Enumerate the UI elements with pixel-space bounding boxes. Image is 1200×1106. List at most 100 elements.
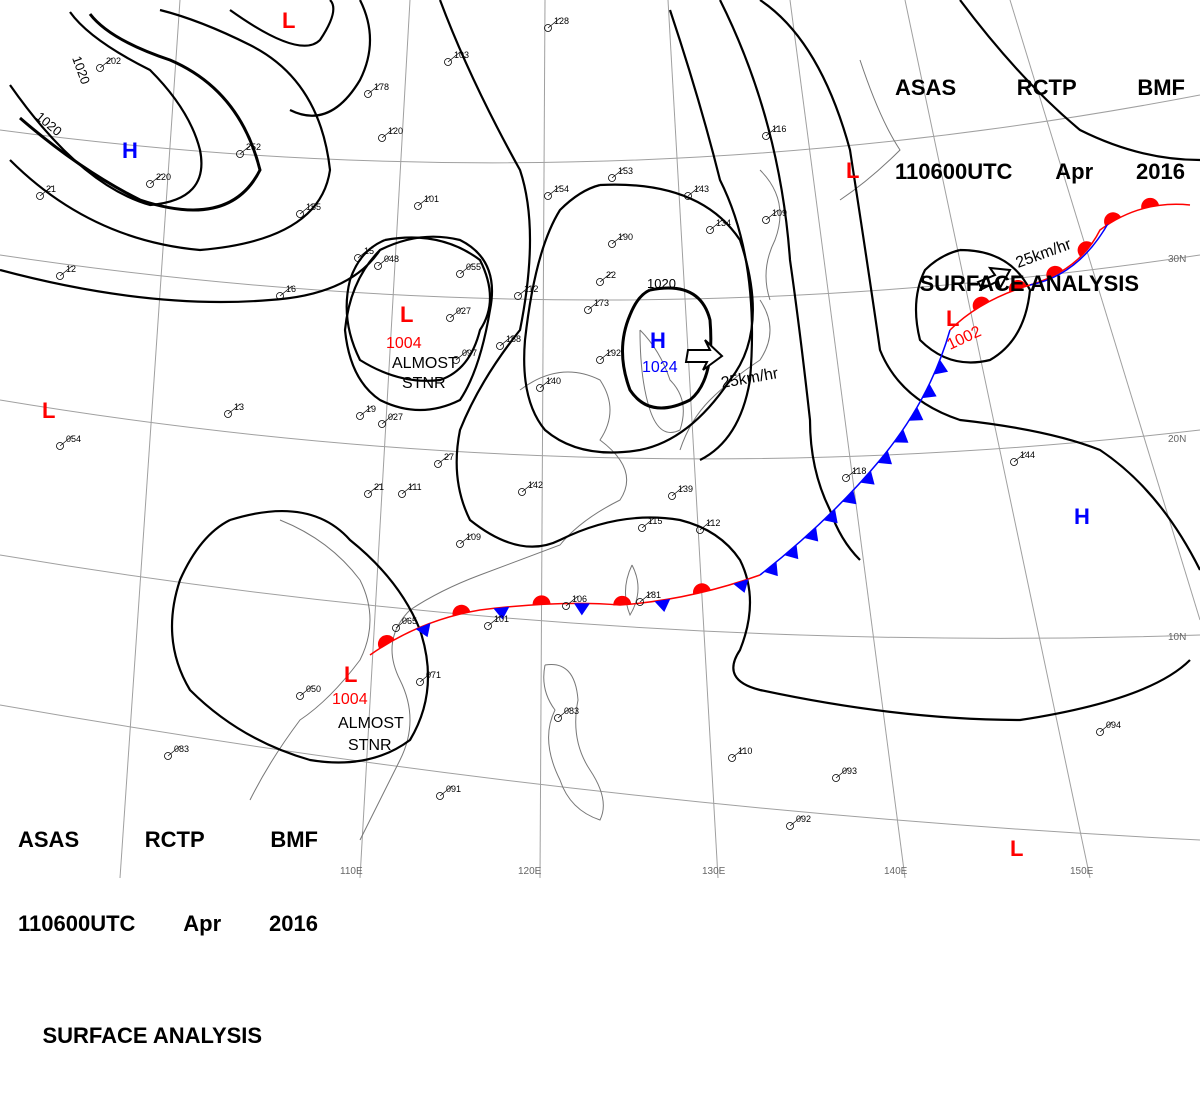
- note-mongolia-1: ALMOST: [392, 355, 458, 372]
- warm-front-symbol: [1077, 241, 1093, 258]
- station-marker: [392, 624, 400, 632]
- wind-barb: [599, 349, 613, 361]
- header-line-2: 110600UTC Apr 2016: [895, 158, 1185, 186]
- header-line-3: SURFACE ANALYSIS: [18, 994, 318, 1078]
- station-marker: [832, 774, 840, 782]
- high-symbol-china: H: [650, 328, 666, 353]
- low-symbol-mongolia: L: [400, 302, 413, 327]
- cold-front-symbol: [764, 561, 778, 577]
- station-marker: [436, 792, 444, 800]
- header-line-1: ASAS RCTP BMF: [895, 74, 1185, 102]
- cold-front-symbol: [493, 606, 510, 620]
- station-marker: [446, 314, 454, 322]
- wind-barb: [419, 671, 433, 683]
- cold-front-symbol: [842, 490, 857, 505]
- isobar-label: 1020: [647, 276, 676, 291]
- cold-front-symbol: [894, 429, 909, 443]
- station-value: 110: [738, 746, 752, 756]
- cold-front-symbol: [654, 598, 671, 612]
- header-center-code: ASAS: [895, 75, 957, 100]
- wind-barb: [99, 57, 113, 69]
- station-value: 115: [648, 516, 662, 526]
- isobar-china-high-outer: [523, 183, 754, 454]
- wind-barb: [587, 299, 601, 311]
- station-value: 101: [424, 194, 439, 204]
- station-marker: [56, 442, 64, 450]
- station-value: 173: [594, 298, 609, 308]
- station-marker: [164, 752, 172, 760]
- wind-barb: [459, 263, 473, 275]
- warm-front-symbol: [613, 595, 632, 606]
- station-value: 144: [1020, 450, 1035, 460]
- wind-barb: [765, 209, 779, 221]
- wind-barb: [299, 203, 313, 215]
- station-value: 192: [606, 348, 621, 358]
- station-marker: [236, 150, 244, 158]
- header-product-code: BMF: [270, 827, 318, 852]
- pressure-value-china: 1024: [642, 359, 678, 376]
- warm-front-symbol: [377, 635, 395, 649]
- station-value: 116: [772, 124, 786, 134]
- wind-barb: [599, 271, 613, 283]
- station-marker: [842, 474, 850, 482]
- header-month: Apr: [1055, 159, 1094, 184]
- wind-barb: [1099, 721, 1113, 733]
- station-marker: [296, 692, 304, 700]
- wind-barb: [381, 413, 395, 425]
- wind-barb: [459, 533, 473, 545]
- coast-kamchatka: [839, 59, 901, 201]
- header-bottom-left: ASAS RCTP BMF 110600UTC Apr 2016 SURFACE…: [18, 770, 318, 1106]
- wind-barb: [401, 483, 415, 495]
- wind-barb: [1013, 451, 1027, 463]
- lat-line-10n: [0, 554, 1200, 639]
- pressure-value-mongolia: 1004: [386, 335, 422, 352]
- lat-label: 10N: [1168, 632, 1186, 643]
- lon-label: 110E: [340, 866, 363, 877]
- header-year: 2016: [1136, 159, 1185, 184]
- station-marker: [416, 678, 424, 686]
- header-time: 110600UTC: [895, 159, 1013, 184]
- wind-barb: [671, 485, 685, 497]
- wind-barb: [565, 595, 579, 607]
- header-title: SURFACE ANALYSIS: [919, 271, 1140, 296]
- station-marker: [636, 598, 644, 606]
- station-value: 054: [66, 434, 81, 444]
- low-symbol-south: L: [344, 662, 357, 687]
- station-marker: [668, 492, 676, 500]
- wind-barb: [517, 285, 531, 297]
- station-value: 128: [554, 16, 569, 26]
- station-value: 19: [366, 404, 376, 414]
- station-value: 118: [852, 466, 866, 476]
- low-symbol-ne: L: [846, 158, 859, 183]
- warm-front-symbol: [692, 583, 711, 595]
- wind-barb: [59, 265, 73, 277]
- station-value: 083: [564, 706, 579, 716]
- cold-front: [759, 329, 951, 576]
- isobar-pacific-low-inner: [914, 248, 1032, 364]
- wind-barb: [835, 767, 849, 779]
- station-value: 15: [364, 246, 374, 256]
- front-symbols: [377, 197, 1160, 649]
- header-station-code: RCTP: [1016, 75, 1077, 100]
- station-value: 153: [618, 166, 633, 176]
- lon-label: 140E: [884, 866, 908, 877]
- station-marker: [762, 132, 770, 140]
- station-marker: [224, 410, 232, 418]
- station-marker: [608, 174, 616, 182]
- coast-taiwan: [625, 564, 639, 617]
- station-value: 134: [716, 218, 731, 228]
- note-mongolia-2: STNR: [402, 375, 446, 392]
- pressure-value-south: 1004: [332, 691, 368, 708]
- lat-label: 30N: [1168, 254, 1186, 265]
- cold-front-symbol: [733, 579, 749, 593]
- cold-front-symbol: [573, 603, 590, 616]
- weather-map: 1020 1020 1020 L H L L H L L H L L 1004 …: [0, 0, 1200, 878]
- low-symbol-se: L: [1010, 836, 1023, 861]
- motion-arrow-pacific-low: [976, 266, 1012, 291]
- header-line-3: SURFACE ANALYSIS: [895, 242, 1185, 326]
- wind-barb: [149, 173, 163, 185]
- station-marker: [146, 180, 154, 188]
- station-value: 111: [408, 482, 422, 492]
- station-value: 21: [374, 482, 384, 492]
- wind-barb: [539, 377, 553, 389]
